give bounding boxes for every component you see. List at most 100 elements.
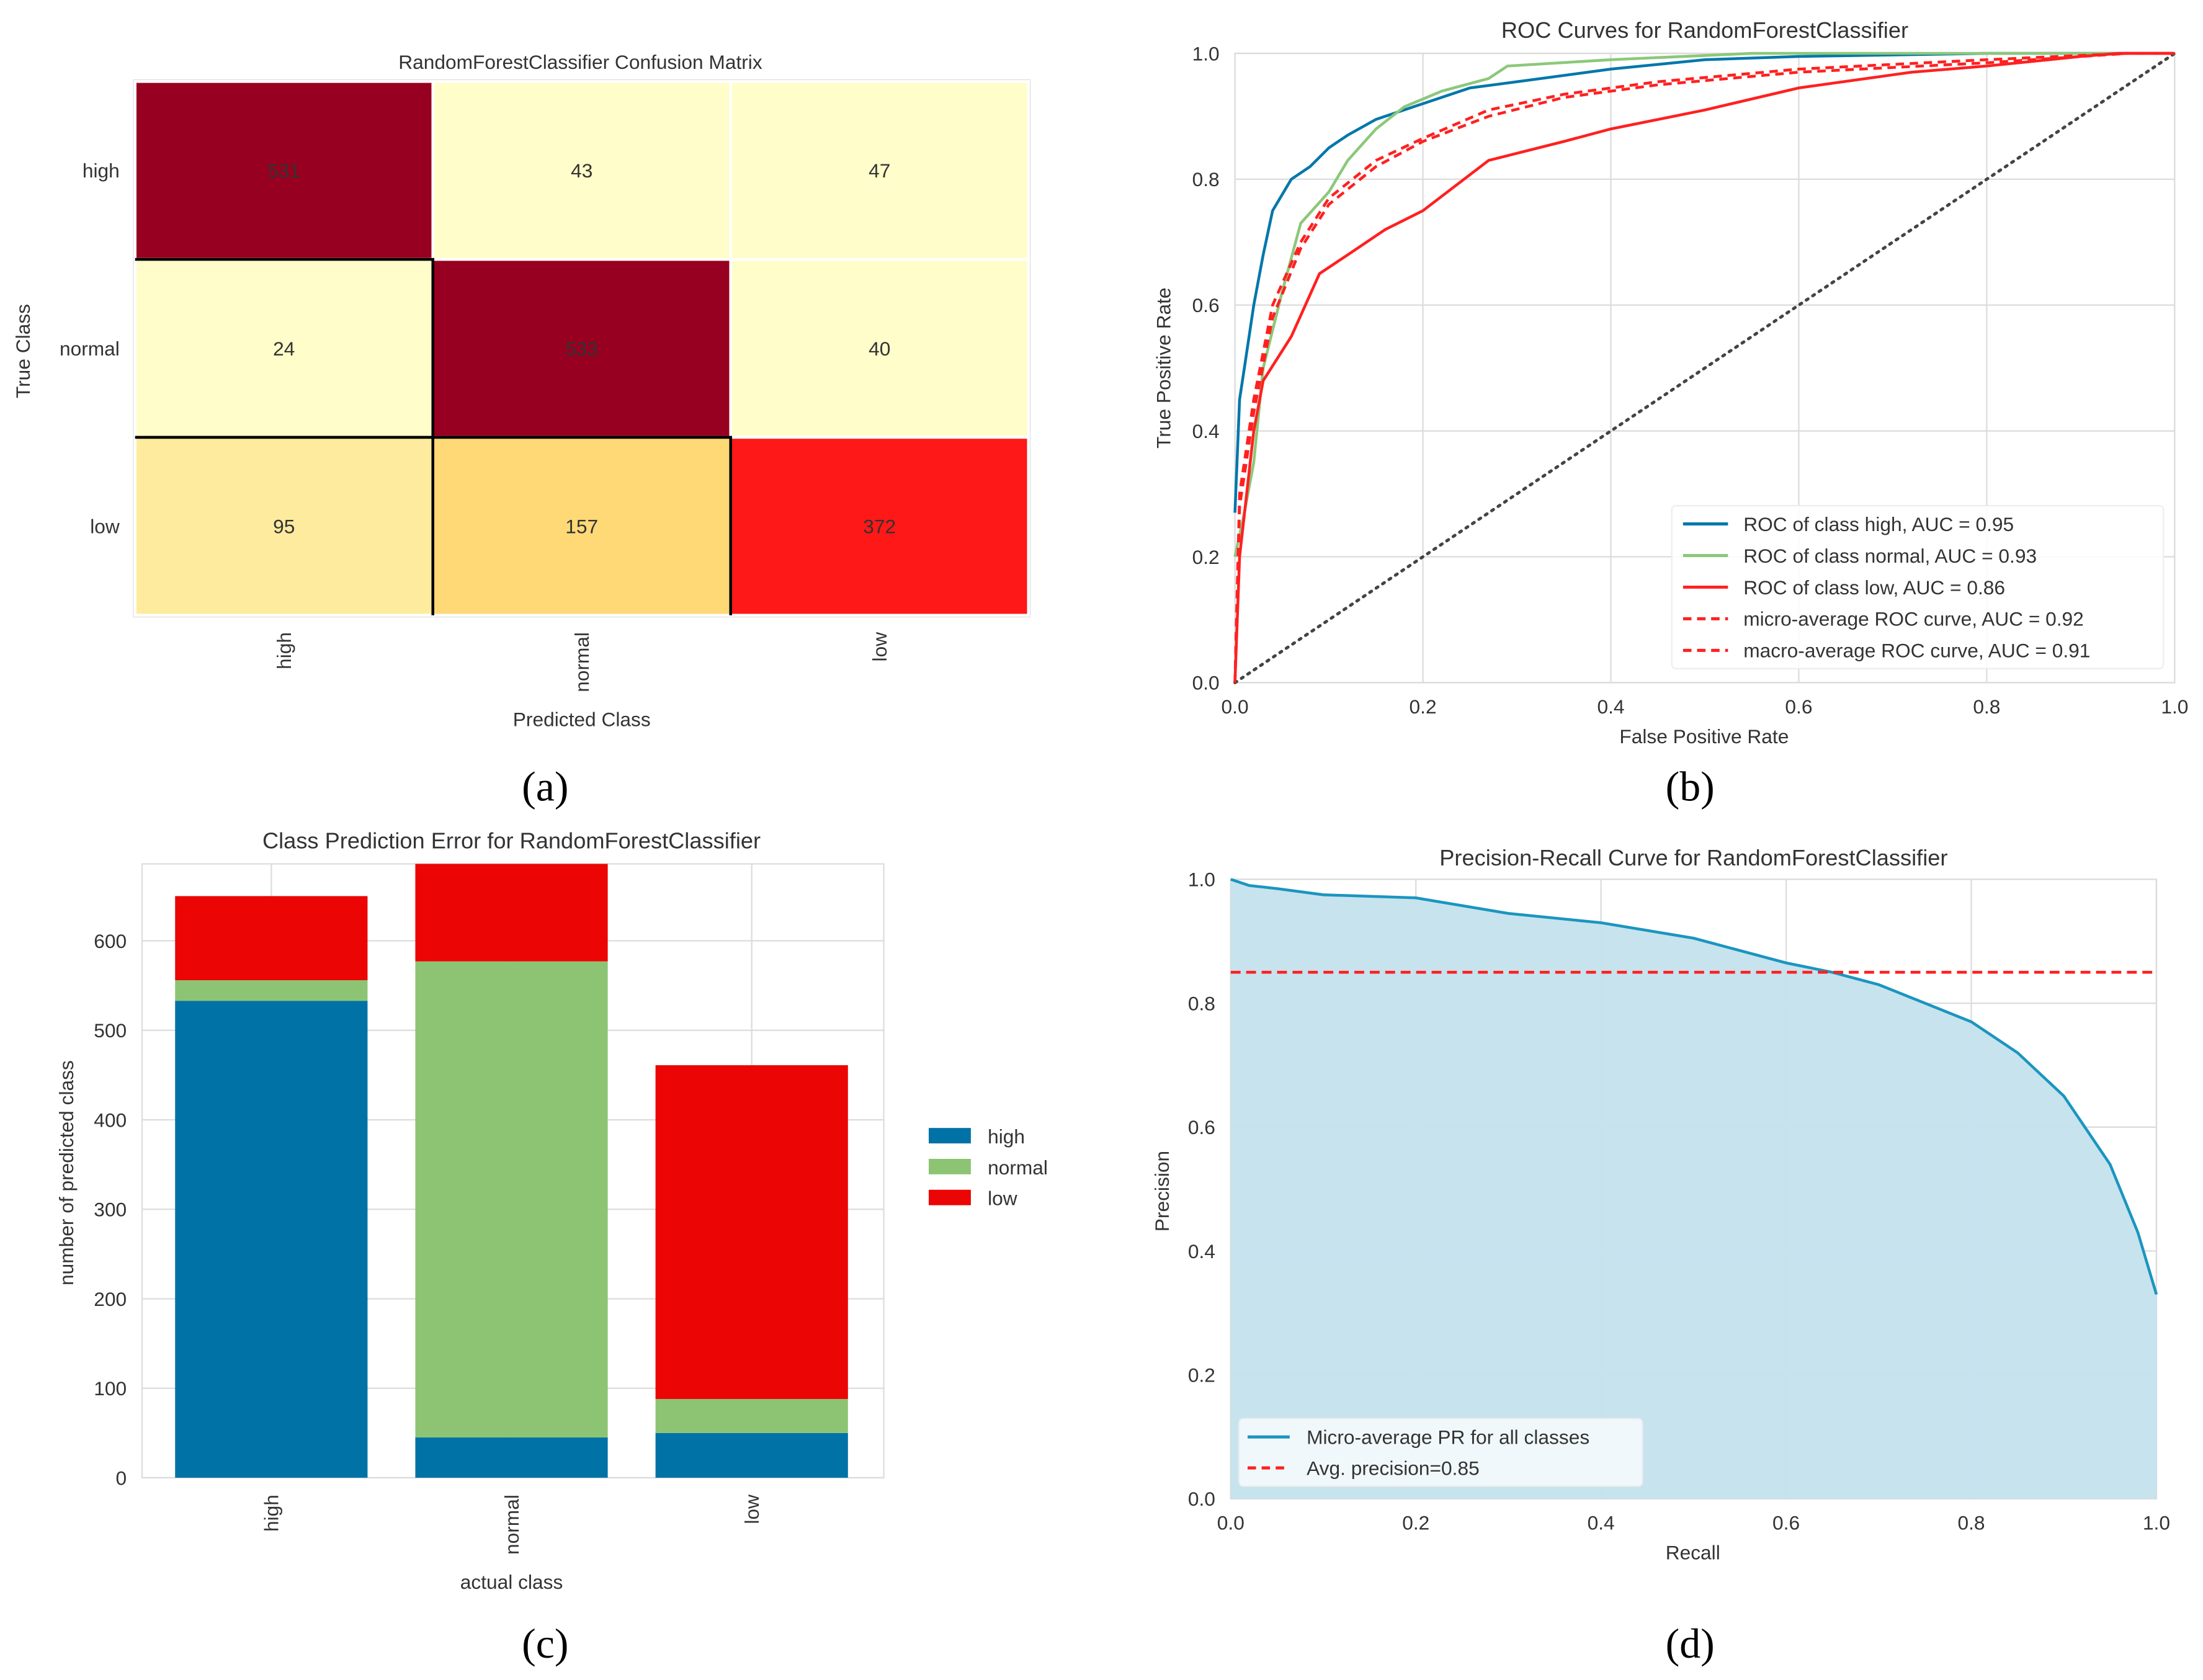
x-tick-label: 0.2 bbox=[1410, 695, 1437, 718]
x-tick-label: 0.0 bbox=[1222, 695, 1249, 718]
matrix-cell bbox=[431, 436, 733, 617]
matrix-cell bbox=[729, 436, 1030, 617]
y-tick-label: 1.0 bbox=[1192, 42, 1220, 65]
x-tick-label: low bbox=[741, 1495, 763, 1524]
y-tick-label: 200 bbox=[94, 1288, 127, 1310]
legend-label: micro-average ROC curve, AUC = 0.92 bbox=[1743, 608, 2084, 630]
legend-label: ROC of class normal, AUC = 0.93 bbox=[1743, 545, 2037, 567]
y-axis-label: number of predicted class bbox=[55, 1060, 78, 1285]
class-prediction-error-panel: 0 100 200 300 400 500 600 high normal low Class Pr… bbox=[55, 828, 1048, 1593]
x-tick-label: 0.2 bbox=[1402, 1512, 1429, 1534]
y-tick-label: 400 bbox=[94, 1109, 127, 1131]
chart-title: ROC Curves for RandomForestClassifier bbox=[1501, 17, 1908, 43]
legend-box bbox=[1671, 504, 2165, 669]
x-tick-label: 0.6 bbox=[1772, 1512, 1800, 1534]
y-tick-label: 0.0 bbox=[1192, 672, 1220, 694]
x-tick-label: normal bbox=[501, 1495, 523, 1555]
caption-b: (b) bbox=[1666, 763, 1715, 810]
y-tick-label: 0.4 bbox=[1188, 1240, 1215, 1262]
legend-label: Avg. precision=0.85 bbox=[1307, 1457, 1480, 1479]
roc-line bbox=[1233, 51, 2175, 683]
y-tick-label: 0 bbox=[116, 1467, 127, 1489]
y-tick-label: low bbox=[90, 516, 120, 538]
bar-segment-low bbox=[655, 1065, 848, 1400]
x-axis-label: False Positive Rate bbox=[1619, 725, 1789, 748]
bar-segment-high bbox=[175, 1001, 368, 1478]
legend-label: low bbox=[988, 1187, 1017, 1210]
y-tick-label: 0.2 bbox=[1192, 546, 1220, 568]
legend-box bbox=[1238, 1418, 1643, 1487]
y-tick-label: 0.4 bbox=[1192, 420, 1220, 442]
matrix-cell bbox=[729, 80, 1030, 261]
legend-label: Micro-average PR for all classes bbox=[1307, 1426, 1589, 1449]
y-tick-label: 0.6 bbox=[1192, 294, 1220, 316]
cell-value: 40 bbox=[869, 337, 890, 360]
caption-c: (c) bbox=[522, 1620, 568, 1667]
y-tick-label: 1.0 bbox=[1188, 869, 1215, 891]
x-tick-label: 0.8 bbox=[1973, 695, 2000, 718]
y-axis-label: Precision bbox=[1151, 1151, 1173, 1231]
x-tick-label: 0.4 bbox=[1588, 1512, 1615, 1534]
y-tick-label: 100 bbox=[94, 1377, 127, 1400]
cell-value: 43 bbox=[571, 159, 592, 182]
confusion-matrix-panel: 531 43 47 24 533 40 95 157 372 RandomForestClassi… bbox=[12, 51, 1031, 731]
bar-segment-low bbox=[415, 864, 608, 962]
chance-diagonal bbox=[1233, 51, 2176, 684]
legend-swatch bbox=[929, 1128, 971, 1144]
bar-segment-normal bbox=[175, 980, 368, 1001]
diagonal-outline bbox=[135, 257, 434, 615]
x-tick-label: low bbox=[869, 632, 891, 662]
x-tick-label: normal bbox=[571, 632, 593, 692]
matrix-cell bbox=[133, 257, 434, 439]
legend-label: high bbox=[988, 1125, 1025, 1148]
pr-area-fill bbox=[1230, 879, 2156, 1499]
y-axis-label: True Class bbox=[12, 304, 34, 398]
caption-a: (a) bbox=[522, 763, 568, 810]
y-tick-label: 0.8 bbox=[1188, 992, 1215, 1014]
matrix-cell bbox=[431, 80, 733, 261]
chart-title: RandomForestClassifier Confusion Matrix bbox=[398, 51, 762, 73]
x-tick-label: 0.4 bbox=[1597, 695, 1624, 718]
legend-swatch bbox=[929, 1189, 971, 1205]
x-tick-label: 0.6 bbox=[1785, 695, 1812, 718]
cell-value: 531 bbox=[267, 159, 300, 182]
x-tick-label: 0.0 bbox=[1217, 1512, 1244, 1534]
caption-d: (d) bbox=[1666, 1620, 1715, 1667]
precision-recall-panel: 0.0 0.2 0.4 0.6 0.8 1.0 0.0 0.2 0.4 0.6 0.8 1.0 Prec… bbox=[1151, 845, 2170, 1564]
bar-segment-high bbox=[415, 1437, 608, 1478]
bar-segment-normal bbox=[655, 1399, 848, 1433]
x-tick-label: 1.0 bbox=[2161, 695, 2188, 718]
roc-line bbox=[1233, 51, 2175, 558]
y-tick-label: 0.0 bbox=[1188, 1488, 1215, 1510]
y-tick-label: 0.2 bbox=[1188, 1364, 1215, 1387]
cell-value: 24 bbox=[273, 337, 295, 360]
chart-title: Class Prediction Error for RandomForestC… bbox=[262, 828, 761, 854]
bar-segment-high bbox=[655, 1432, 848, 1478]
bar-segment-normal bbox=[415, 961, 608, 1438]
diagonal-outline bbox=[135, 436, 733, 615]
legend-swatch bbox=[929, 1158, 971, 1174]
x-tick-label: high bbox=[273, 632, 295, 669]
bar-segment-low bbox=[175, 896, 368, 980]
x-tick-label: high bbox=[261, 1495, 283, 1532]
legend-label: ROC of class low, AUC = 0.86 bbox=[1743, 576, 2005, 599]
y-tick-label: normal bbox=[60, 337, 120, 360]
matrix-cell bbox=[133, 436, 434, 617]
y-axis-label: True Positive Rate bbox=[1152, 287, 1174, 448]
legend-label: macro-average ROC curve, AUC = 0.91 bbox=[1743, 640, 2090, 662]
x-tick-label: 1.0 bbox=[2143, 1512, 2170, 1534]
y-tick-label: 600 bbox=[94, 930, 127, 952]
y-tick-label: 500 bbox=[94, 1019, 127, 1042]
cell-value: 533 bbox=[565, 337, 598, 360]
roc-line bbox=[1233, 51, 2175, 513]
cell-value: 95 bbox=[273, 516, 295, 538]
cell-value: 372 bbox=[863, 516, 896, 538]
cell-value: 157 bbox=[565, 516, 598, 538]
matrix-cell bbox=[729, 257, 1030, 439]
bars bbox=[175, 864, 848, 1478]
y-tick-label: high bbox=[83, 159, 120, 182]
pr-curve-line bbox=[1230, 878, 2158, 1295]
x-tick-label: 0.8 bbox=[1957, 1512, 1985, 1534]
x-axis-label: Recall bbox=[1666, 1541, 1720, 1563]
